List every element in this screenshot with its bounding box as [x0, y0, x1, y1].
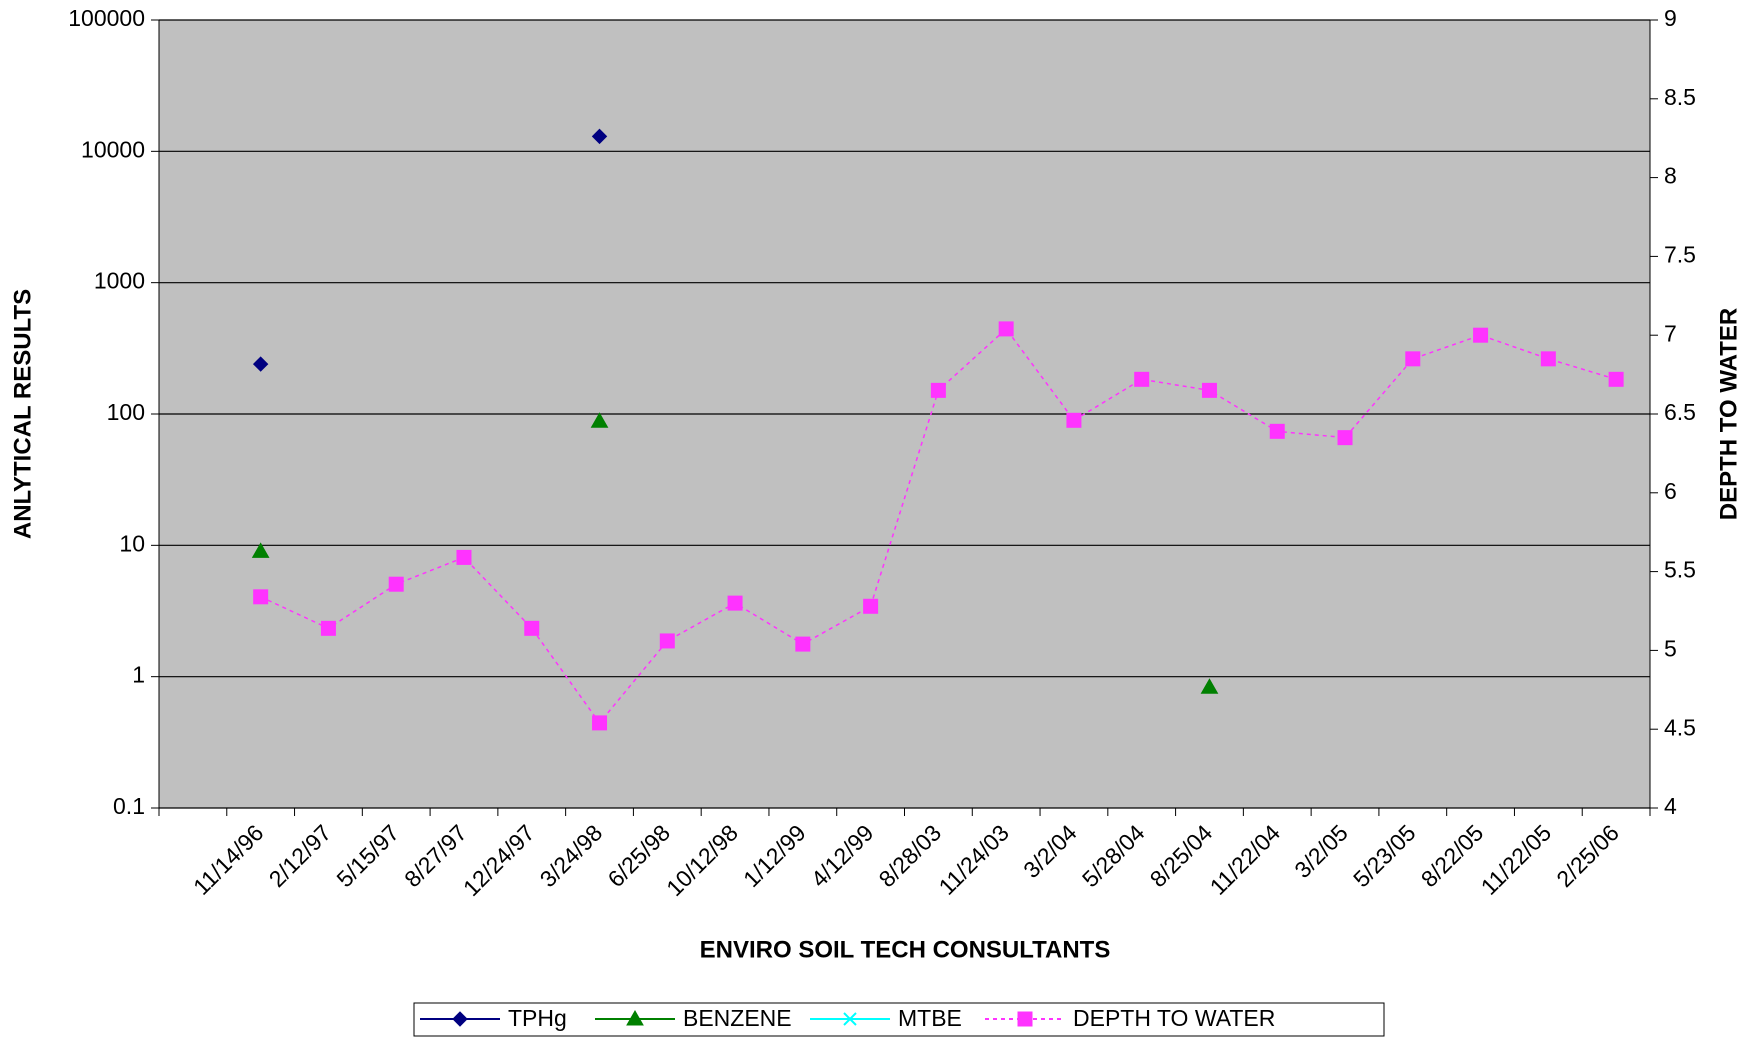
y2-tick-label: 5.5	[1664, 557, 1696, 583]
x-tick-label: 11/22/05	[1476, 819, 1556, 899]
marker	[1200, 678, 1219, 694]
y2-tick-label: 7	[1664, 320, 1677, 346]
legend-label: DEPTH TO WATER	[1073, 1005, 1275, 1031]
marker	[1540, 351, 1556, 367]
x-tick-label: 5/28/04	[1077, 819, 1150, 892]
y-tick-label: 100000	[68, 5, 145, 31]
marker	[843, 1012, 857, 1026]
x-tick-label: 3/2/04	[1018, 819, 1082, 883]
y-tick-label: 10	[119, 530, 145, 556]
x-tick-label: 2/25/06	[1551, 819, 1624, 892]
x-tick-label: 11/22/04	[1205, 819, 1286, 900]
marker	[1269, 423, 1285, 439]
y-tick-label: 1000	[94, 268, 145, 294]
y2-tick-label: 8	[1664, 163, 1677, 189]
x-tick-label: 10/12/98	[661, 819, 743, 901]
x-tick-label: 11/24/03	[934, 819, 1014, 899]
x-tick-label: 2/12/97	[264, 819, 337, 892]
x-tick-label: 3/24/98	[535, 819, 608, 892]
marker	[930, 382, 946, 398]
marker	[1017, 1011, 1033, 1027]
marker	[524, 620, 540, 636]
marker	[253, 589, 269, 605]
marker	[591, 128, 608, 145]
x-tick-label: 12/24/97	[458, 819, 540, 901]
y-tick-label: 1	[132, 662, 145, 688]
marker	[592, 715, 608, 731]
legend-label: BENZENE	[683, 1005, 792, 1031]
legend-label: MTBE	[898, 1005, 962, 1031]
marker	[1066, 412, 1082, 428]
y2-tick-label: 8.5	[1664, 84, 1696, 110]
marker	[626, 1009, 644, 1026]
y-tick-label: 100	[107, 399, 145, 425]
marker	[1473, 327, 1489, 343]
x-tick-label: 11/14/96	[188, 819, 268, 899]
marker	[795, 636, 811, 652]
y2-tick-label: 7.5	[1664, 241, 1696, 267]
marker	[388, 576, 404, 592]
y-tick-label: 10000	[81, 136, 145, 162]
x-tick-label: 3/2/05	[1289, 819, 1353, 883]
marker	[1201, 382, 1217, 398]
y2-tick-label: 6	[1664, 478, 1677, 504]
marker	[659, 633, 675, 649]
marker	[727, 595, 743, 611]
y2-tick-label: 6.5	[1664, 399, 1696, 425]
marker	[452, 1011, 468, 1027]
x-tick-label: 5/23/05	[1348, 819, 1421, 892]
y-tick-label: 0.1	[113, 793, 145, 819]
marker	[252, 356, 269, 372]
x-tick-label: 4/12/99	[806, 819, 879, 892]
marker	[320, 620, 336, 636]
y2-tick-label: 4	[1664, 793, 1677, 819]
marker	[1337, 430, 1353, 446]
marker	[863, 598, 879, 614]
marker	[251, 542, 270, 558]
marker	[590, 412, 609, 428]
marker	[1134, 371, 1150, 387]
legend-label: TPHg	[508, 1005, 567, 1031]
marker	[1405, 351, 1421, 367]
marker	[1608, 371, 1624, 387]
marker	[998, 321, 1014, 337]
marker	[456, 549, 472, 565]
x-axis-title: ENVIRO SOIL TECH CONSULTANTS	[700, 936, 1111, 963]
y2-tick-label: 5	[1664, 635, 1677, 661]
y2-tick-label: 4.5	[1664, 714, 1696, 740]
x-tick-label: 5/15/97	[331, 819, 404, 892]
legend-box	[413, 1002, 1385, 1037]
y2-axis-title: DEPTH TO WATER	[1715, 308, 1742, 520]
y-axis-title: ANLYTICAL RESULTS	[9, 289, 36, 539]
y2-tick-label: 9	[1664, 5, 1677, 31]
x-tick-label: 1/12/99	[738, 819, 811, 892]
